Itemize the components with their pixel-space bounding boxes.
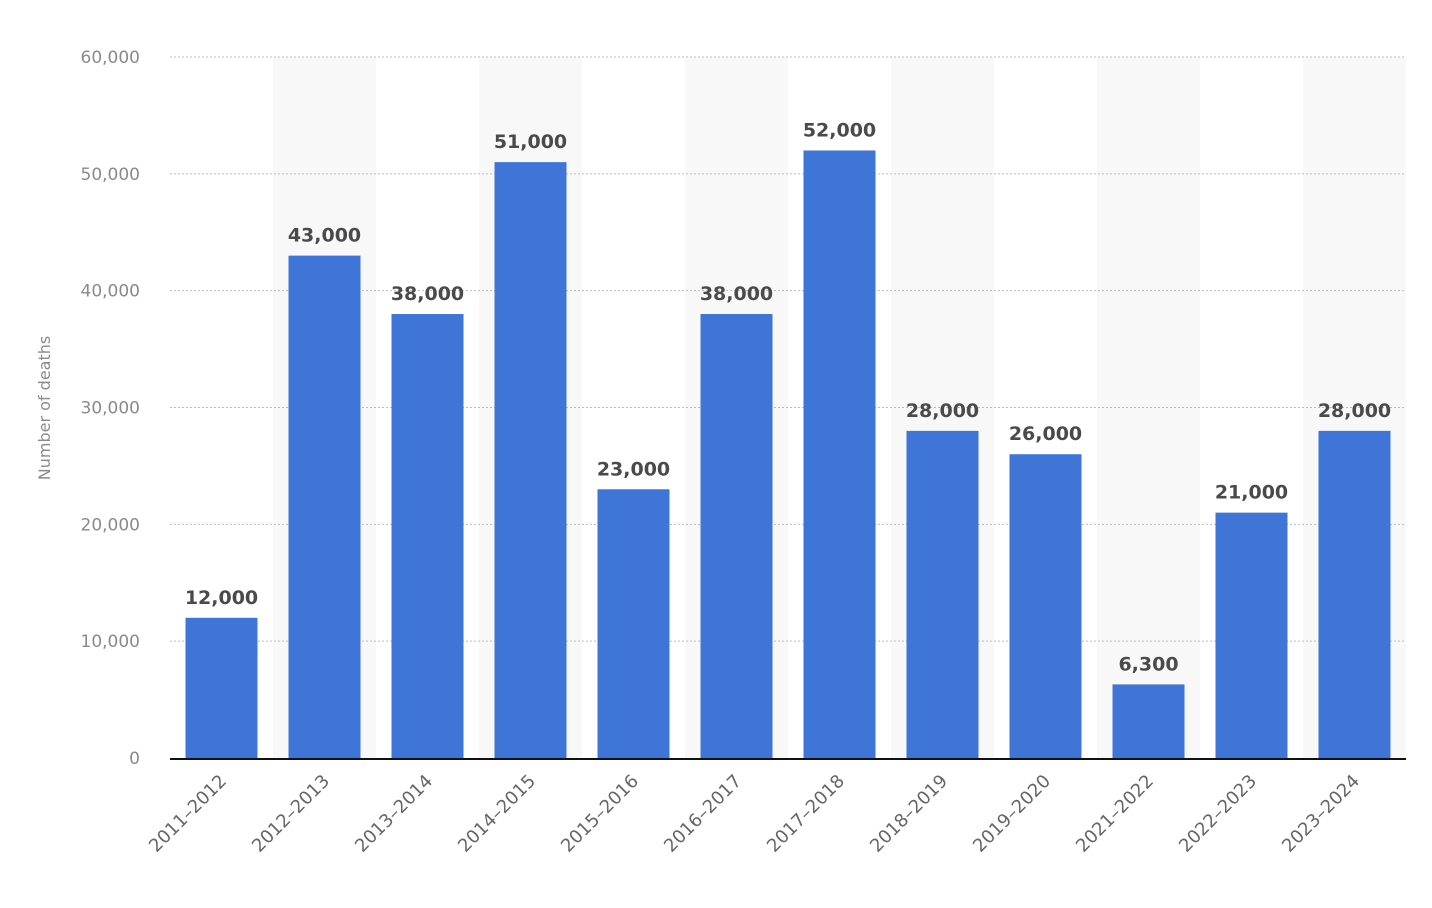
y-tick-label: 10,000	[81, 632, 140, 652]
bar[interactable]	[494, 162, 567, 759]
bar[interactable]	[700, 314, 773, 759]
x-tick-label: 2022–2023	[1175, 771, 1261, 857]
bar[interactable]	[1318, 430, 1391, 759]
x-tick-label: 2015–2016	[557, 771, 643, 857]
data-label: 21,000	[1215, 482, 1288, 504]
x-tick-label: 2011–2012	[145, 771, 231, 857]
data-label: 51,000	[494, 131, 567, 153]
bar[interactable]	[597, 489, 670, 759]
x-tick-label: 2012–2013	[248, 771, 334, 857]
data-label: 23,000	[597, 458, 670, 480]
y-tick-label: 0	[129, 749, 140, 769]
x-tick-label: 2014–2015	[454, 771, 540, 857]
x-tick-label: 2021–2022	[1072, 771, 1158, 857]
y-tick-label: 20,000	[81, 515, 140, 535]
y-tick-label: 30,000	[81, 399, 140, 419]
x-tick-label: 2023–2024	[1278, 771, 1364, 857]
data-label: 6,300	[1118, 653, 1178, 675]
bar[interactable]	[1215, 512, 1288, 759]
bar[interactable]	[288, 255, 361, 759]
y-tick-label: 50,000	[81, 165, 140, 185]
data-label: 28,000	[1318, 400, 1391, 422]
y-tick-label: 40,000	[81, 282, 140, 302]
x-tick-label: 2018–2019	[866, 771, 952, 857]
bar[interactable]	[391, 314, 464, 759]
data-label: 26,000	[1009, 423, 1082, 445]
x-tick-label: 2019–2020	[969, 771, 1055, 857]
y-axis-label: Number of deaths	[35, 336, 54, 480]
data-label: 38,000	[700, 283, 773, 305]
data-label: 43,000	[288, 225, 361, 247]
data-label: 38,000	[391, 283, 464, 305]
bar[interactable]	[185, 617, 258, 759]
data-label: 52,000	[803, 119, 876, 141]
x-tick-label: 2016–2017	[660, 771, 746, 857]
bar[interactable]	[906, 430, 979, 759]
x-tick-label: 2013–2014	[351, 771, 437, 857]
data-label: 28,000	[906, 400, 979, 422]
data-label: 12,000	[185, 587, 258, 609]
bar[interactable]	[1009, 454, 1082, 759]
x-tick-label: 2017–2018	[763, 771, 849, 857]
bar[interactable]	[1112, 684, 1185, 759]
y-tick-label: 60,000	[81, 48, 140, 68]
bar[interactable]	[803, 150, 876, 759]
